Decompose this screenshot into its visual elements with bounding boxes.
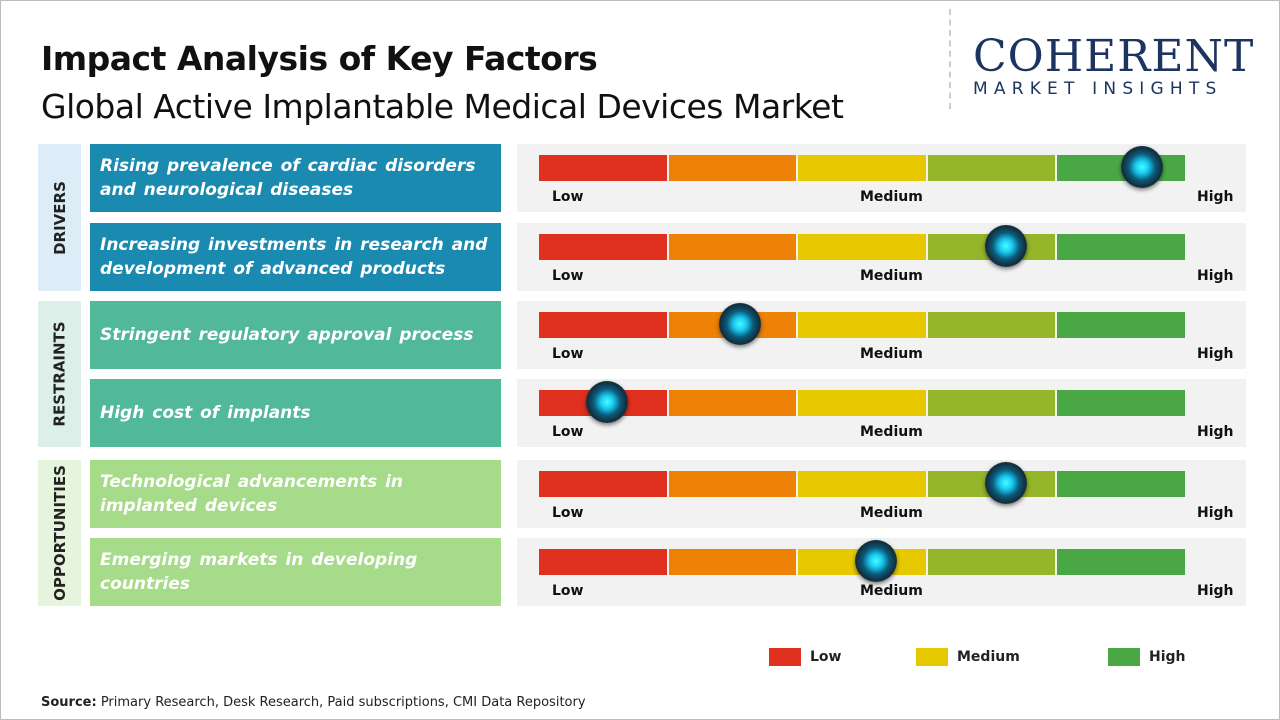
gauge-label-medium: Medium bbox=[860, 189, 923, 205]
gauge-segment-low bbox=[539, 155, 669, 181]
gauge-segment-medium_high bbox=[927, 155, 1058, 181]
factor-text: Stringent regulatory approval process bbox=[100, 325, 474, 345]
factor-text: Technological advancements in implanted … bbox=[100, 472, 404, 516]
page-subtitle: Global Active Implantable Medical Device… bbox=[41, 87, 844, 126]
factor-label: Rising prevalence of cardiac disorders a… bbox=[90, 144, 501, 212]
impact-gauge: Low Medium High bbox=[517, 379, 1246, 447]
gauge-segment-low bbox=[539, 312, 669, 338]
factor-label: Increasing investments in research and d… bbox=[90, 223, 501, 291]
gauge-label-high: High bbox=[1197, 268, 1234, 284]
gauge-segment-low_medium bbox=[668, 234, 799, 260]
legend-high: High bbox=[1108, 648, 1186, 666]
gauge-segment-high bbox=[1057, 234, 1187, 260]
gauge-segment-medium bbox=[798, 390, 928, 416]
legend-swatch-low bbox=[769, 648, 801, 666]
impact-gauge: Low Medium High bbox=[517, 223, 1246, 291]
gauge-label-low: Low bbox=[552, 346, 584, 362]
gauge-label-medium: Medium bbox=[860, 268, 923, 284]
legend-low: Low bbox=[769, 648, 841, 666]
logo-sub: MARKET INSIGHTS bbox=[973, 79, 1223, 99]
factor-text: High cost of implants bbox=[100, 403, 311, 423]
impact-gauge: Low Medium High bbox=[517, 538, 1246, 606]
category-opportunities: OPPORTUNITIES bbox=[38, 460, 81, 606]
gauge-label-medium: Medium bbox=[860, 424, 923, 440]
gauge-label-medium: Medium bbox=[860, 583, 923, 599]
gauge-segment-low bbox=[539, 549, 669, 575]
factor-label: Emerging markets in developing countries bbox=[90, 538, 501, 606]
legend-swatch-high bbox=[1108, 648, 1140, 666]
gauge-indicator-knob bbox=[1120, 146, 1163, 188]
gauge-label-low: Low bbox=[552, 189, 584, 205]
source-note: Source: Primary Research, Desk Research,… bbox=[41, 695, 586, 710]
gauge-label-medium: Medium bbox=[860, 505, 923, 521]
gauge-segment-low_medium bbox=[668, 549, 799, 575]
gauge-label-medium: Medium bbox=[860, 346, 923, 362]
gauge-segment-medium bbox=[798, 471, 928, 497]
factor-text: Rising prevalence of cardiac disorders a… bbox=[100, 156, 476, 200]
gauge-label-high: High bbox=[1197, 583, 1234, 599]
category-drivers: DRIVERS bbox=[38, 144, 81, 291]
gauge-label-high: High bbox=[1197, 346, 1234, 362]
gauge-segment-medium bbox=[798, 155, 928, 181]
logo-main: COHERENT bbox=[973, 31, 1255, 82]
factor-text: Emerging markets in developing countries bbox=[100, 550, 418, 594]
legend-medium: Medium bbox=[916, 648, 1020, 666]
impact-gauge: Low Medium High bbox=[517, 144, 1246, 212]
impact-gauge: Low Medium High bbox=[517, 301, 1246, 369]
category-label: DRIVERS bbox=[50, 180, 69, 255]
source-label: Source: bbox=[41, 695, 97, 710]
gauge-bar bbox=[539, 471, 1187, 497]
page-title: Impact Analysis of Key Factors bbox=[41, 39, 598, 78]
gauge-bar bbox=[539, 155, 1187, 181]
gauge-segment-high bbox=[1057, 390, 1187, 416]
legend-label: Low bbox=[810, 649, 842, 665]
category-label: OPPORTUNITIES bbox=[50, 465, 69, 601]
legend-label: Medium bbox=[957, 649, 1020, 665]
legend-swatch-medium bbox=[916, 648, 948, 666]
gauge-segment-high bbox=[1057, 549, 1187, 575]
category-label: RESTRAINTS bbox=[50, 321, 69, 427]
factor-label: Technological advancements in implanted … bbox=[90, 460, 501, 528]
gauge-segment-medium_high bbox=[927, 549, 1058, 575]
gauge-label-low: Low bbox=[552, 268, 584, 284]
gauge-indicator-knob bbox=[586, 381, 629, 423]
gauge-bar bbox=[539, 390, 1187, 416]
gauge-segment-medium_high bbox=[927, 312, 1058, 338]
gauge-indicator-knob bbox=[718, 303, 761, 345]
gauge-bar bbox=[539, 312, 1187, 338]
gauge-label-high: High bbox=[1197, 189, 1234, 205]
gauge-indicator-knob bbox=[984, 225, 1027, 267]
impact-gauge: Low Medium High bbox=[517, 460, 1246, 528]
factor-label: High cost of implants bbox=[90, 379, 501, 447]
category-restraints: RESTRAINTS bbox=[38, 301, 81, 447]
gauge-segment-medium_high bbox=[927, 390, 1058, 416]
gauge-segment-high bbox=[1057, 471, 1187, 497]
legend-label: High bbox=[1149, 649, 1186, 665]
gauge-segment-low_medium bbox=[668, 155, 799, 181]
gauge-label-low: Low bbox=[552, 424, 584, 440]
gauge-segment-high bbox=[1057, 312, 1187, 338]
gauge-segment-low bbox=[539, 471, 669, 497]
factor-text: Increasing investments in research and d… bbox=[100, 235, 488, 279]
gauge-segment-low_medium bbox=[668, 390, 799, 416]
gauge-label-low: Low bbox=[552, 583, 584, 599]
source-text: Primary Research, Desk Research, Paid su… bbox=[96, 695, 586, 710]
gauge-segment-low_medium bbox=[668, 471, 799, 497]
gauge-segment-medium bbox=[798, 312, 928, 338]
gauge-segment-low bbox=[539, 234, 669, 260]
gauge-label-high: High bbox=[1197, 424, 1234, 440]
gauge-segment-medium bbox=[798, 234, 928, 260]
gauge-label-high: High bbox=[1197, 505, 1234, 521]
gauge-bar bbox=[539, 234, 1187, 260]
gauge-indicator-knob bbox=[854, 540, 897, 582]
logo: COHERENT MARKET INSIGHTS bbox=[949, 9, 1269, 109]
factor-label: Stringent regulatory approval process bbox=[90, 301, 501, 369]
gauge-indicator-knob bbox=[984, 462, 1027, 504]
gauge-label-low: Low bbox=[552, 505, 584, 521]
